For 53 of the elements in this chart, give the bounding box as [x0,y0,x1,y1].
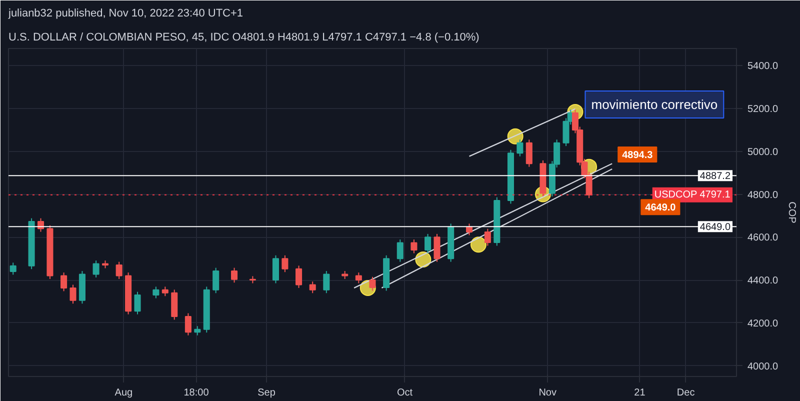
candlestick [60,272,68,292]
candlestick [410,239,418,254]
candlestick [466,223,473,236]
y-tick-label: 4400.0 [748,276,779,287]
candlestick [231,267,238,284]
candlestick [323,270,330,294]
candlestick [272,254,280,284]
candlestick [396,239,404,262]
candlestick [516,139,524,157]
ref-line-label: USDCOP 4797.1 [654,189,731,200]
y-tick-label: 5400.0 [748,61,779,72]
candlestick [434,233,440,262]
candlestick [484,228,491,246]
x-tick-label: Oct [396,388,413,398]
candlestick [152,286,160,299]
y-tick-label: 4800.0 [748,190,779,201]
x-tick-label: Sep [258,388,276,398]
chart-title: julianb32 published, Nov 10, 2022 23:40 UTC+1 [8,8,244,20]
candlestick [526,139,532,168]
y-axis-title: COP [786,202,798,224]
candlestick [10,262,16,276]
chart-subtitle: U.S. DOLLAR / COLOMBIAN PESO, 45, IDC O4801.9 H4801.9 L4797.1 C4797.1 −4.8 (−0.10%) [8,32,480,44]
candlestick [369,276,376,292]
candlestick [116,261,122,280]
x-tick-label: Aug [114,388,133,398]
candlestick [162,286,168,297]
ref-line-label: 4649.0 [700,222,731,234]
candlestick [355,272,362,284]
annotation: 4649.0 [645,202,676,214]
x-tick-label: 18:00 [184,388,210,398]
y-tick-label: 4000.0 [748,361,779,372]
point [470,236,486,253]
annotation: movimiento correctivo [591,96,718,112]
x-tick-label: 21 [634,388,646,398]
candlestick [309,281,316,294]
candlestick [212,267,220,294]
x-tick-label: Dec [676,388,695,398]
x-tick-label: Nov [538,388,556,398]
annotation: 4894.3 [622,150,654,162]
candlestick [70,284,76,304]
candlestick [296,265,302,288]
candlestick [184,312,192,336]
ref-line-label: 4887.2 [700,171,731,182]
y-tick-label: 5200.0 [748,104,779,116]
y-tick-label: 5000.0 [748,146,779,158]
y-tick-label: 4600.0 [748,232,779,244]
candlestick [92,260,100,278]
candlestick [194,326,201,336]
candlestick [134,291,141,315]
candlestick [282,254,288,273]
y-tick-label: 4200.0 [748,318,779,330]
candlestick [171,289,178,320]
candlestick [424,233,432,254]
